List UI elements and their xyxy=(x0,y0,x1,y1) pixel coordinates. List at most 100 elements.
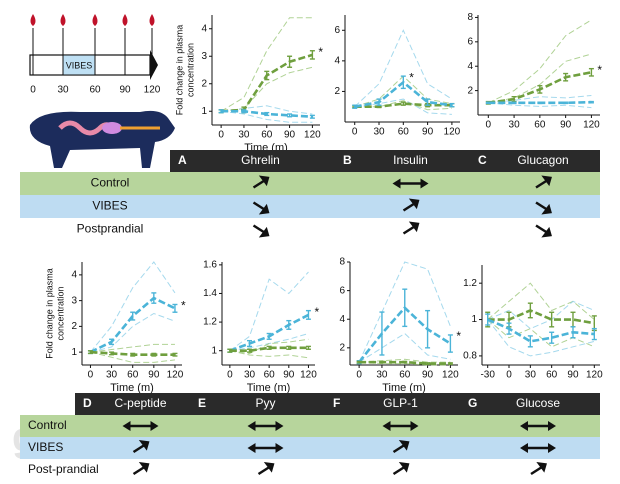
header-letter: E xyxy=(198,396,206,410)
individual-line xyxy=(354,98,452,115)
trend-arrow xyxy=(122,421,159,431)
arrow-head xyxy=(263,462,275,473)
individual-line xyxy=(488,94,592,104)
trend-arrow xyxy=(530,462,547,476)
x-tick-label: 0 xyxy=(218,130,224,141)
arrow-shaft xyxy=(392,465,406,476)
individual-line xyxy=(487,300,595,330)
header-name: Insulin xyxy=(393,153,428,167)
y-tick-label: 1.2 xyxy=(463,278,477,289)
y-tick-label: 1.2 xyxy=(203,317,217,328)
individual-line xyxy=(229,271,309,352)
table-header xyxy=(170,150,600,172)
x-tick-label: 30 xyxy=(376,370,388,381)
vibes-label: VIBES xyxy=(66,60,93,70)
arrow-head xyxy=(398,462,410,473)
x-tick-label: 30 xyxy=(244,370,256,381)
error-bar xyxy=(563,101,569,105)
error-bar xyxy=(485,313,491,326)
error-bar xyxy=(247,348,253,353)
x-tick-label: 60 xyxy=(264,370,276,381)
error-bar xyxy=(305,345,311,350)
individual-line xyxy=(221,105,313,115)
x-axis-label: Time (m) xyxy=(110,382,154,394)
individual-line xyxy=(90,343,175,353)
header-letter: C xyxy=(478,153,487,167)
individual-line xyxy=(358,332,451,363)
row-label: Control xyxy=(28,418,67,432)
x-tick-label: 30 xyxy=(238,130,250,141)
blood-drop xyxy=(149,14,155,26)
error-bar xyxy=(356,360,362,364)
arrow-shaft xyxy=(252,224,266,234)
arrow-shaft xyxy=(402,225,416,235)
individual-line xyxy=(90,261,176,353)
arrow-shaft xyxy=(132,465,146,476)
header-name: Glucagon xyxy=(517,153,568,167)
error-bar xyxy=(227,348,233,353)
y-axis-label: concentration xyxy=(55,286,65,340)
significance-mark: * xyxy=(597,63,602,77)
arrow-head xyxy=(408,198,420,210)
error-bar xyxy=(588,67,594,77)
individual-line xyxy=(487,319,595,348)
arrow-head xyxy=(275,443,284,453)
error-bar xyxy=(591,327,597,341)
mean-line xyxy=(487,318,595,343)
table-row xyxy=(20,172,600,195)
individual-line xyxy=(359,358,451,363)
arrow-head xyxy=(520,443,528,453)
error-bar xyxy=(527,302,533,319)
trend-arrow xyxy=(520,443,556,453)
x-tick-label: 0 xyxy=(486,120,492,131)
x-tick-label: 90 xyxy=(422,127,434,138)
trend-arrow xyxy=(520,421,556,431)
trend-arrow xyxy=(535,175,552,189)
error-bar xyxy=(537,85,543,94)
significance-mark: * xyxy=(456,329,461,343)
header-letter: D xyxy=(83,396,92,410)
individual-line xyxy=(487,319,595,357)
individual-line xyxy=(358,261,451,363)
row-label: Post-prandial xyxy=(28,462,99,476)
y-tick-label: 8 xyxy=(467,12,473,23)
y-tick-label: 2 xyxy=(334,86,340,97)
y-tick-label: 4 xyxy=(71,270,77,281)
row-label: Postprandial xyxy=(77,222,144,236)
table-row xyxy=(20,195,600,218)
header-letter: A xyxy=(178,153,187,167)
error-bar xyxy=(151,292,157,304)
trend-arrow xyxy=(252,224,270,238)
timeline-tick: 30 xyxy=(57,85,69,96)
significance-mark: * xyxy=(181,299,186,313)
arrow-shaft xyxy=(392,443,406,454)
error-bar xyxy=(109,338,115,346)
error-bar xyxy=(309,50,315,60)
arrow-shaft xyxy=(530,465,543,476)
x-tick-label: 60 xyxy=(534,120,546,131)
arrow-head xyxy=(275,421,284,431)
x-tick-label: 30 xyxy=(373,127,385,138)
error-bar xyxy=(447,362,453,365)
arrow-head xyxy=(536,462,547,473)
error-bar xyxy=(286,319,292,330)
y-tick-label: 2 xyxy=(467,85,473,96)
y-tick-label: 6 xyxy=(334,25,340,36)
individual-line xyxy=(220,17,313,112)
error-bar xyxy=(425,309,431,349)
arrow-head xyxy=(150,421,159,431)
individual-line xyxy=(229,338,309,355)
y-tick-label: 1.4 xyxy=(203,288,217,299)
y-axis-label: concentration xyxy=(185,43,195,97)
x-tick-label: 90 xyxy=(284,130,296,141)
error-bar xyxy=(376,105,382,109)
trend-arrow xyxy=(392,178,429,189)
y-tick-label: 6 xyxy=(339,285,345,296)
error-bar xyxy=(537,101,543,105)
arrow-head xyxy=(420,178,429,189)
error-bar xyxy=(402,360,408,364)
x-tick-label: 0 xyxy=(88,370,94,381)
error-bar xyxy=(425,98,431,106)
error-bar xyxy=(309,114,315,119)
